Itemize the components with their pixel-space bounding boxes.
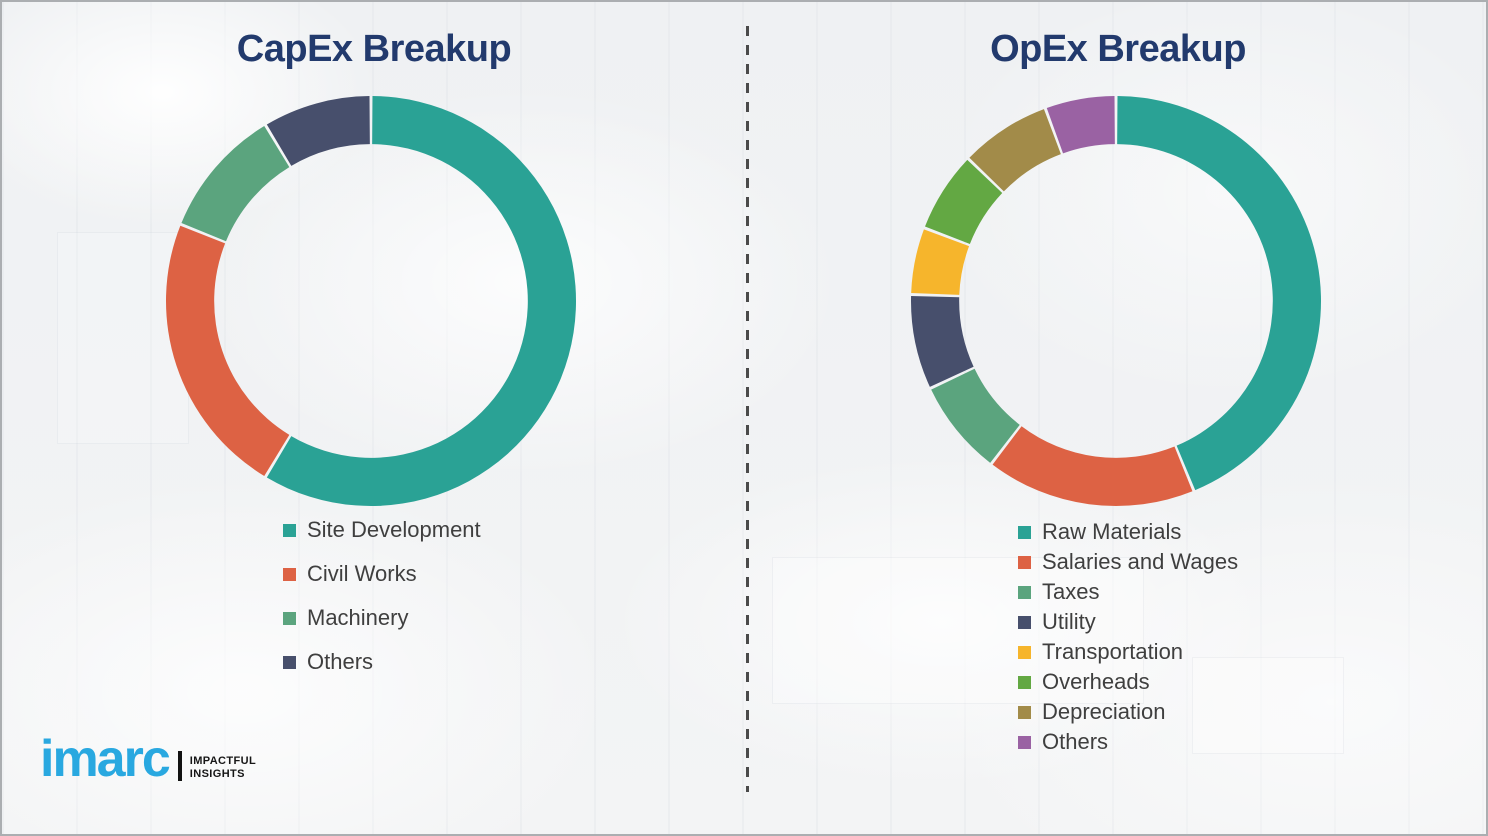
background-shape	[1192, 657, 1344, 754]
legend-label: Civil Works	[307, 561, 417, 586]
legend-swatch	[283, 611, 296, 625]
legend-label: Others	[1042, 729, 1109, 754]
imarc-logo: imarc IMPACTFUL INSIGHTS	[40, 730, 256, 788]
opex-legend-item-depreciation: Depreciation	[1018, 697, 1238, 727]
opex-legend-item-others: Others	[1018, 727, 1238, 757]
opex-chart-title: OpEx Breakup	[990, 28, 1246, 70]
capex-legend-item-civil-works: Civil Works	[283, 552, 481, 596]
legend-swatch	[1018, 585, 1031, 599]
opex-donut-slice-overheads	[925, 159, 1003, 245]
background-shape	[772, 557, 1144, 704]
opex-legend-item-raw-materials: Raw Materials	[1018, 517, 1238, 547]
legend-label: Transportation	[1042, 639, 1184, 664]
capex-donut-chart	[165, 96, 577, 507]
logo-tagline: IMPACTFUL INSIGHTS	[190, 755, 256, 784]
opex-legend-item-transportation: Transportation	[1018, 637, 1238, 667]
legend-swatch	[283, 567, 296, 581]
opex-legend-item-overheads: Overheads	[1018, 667, 1238, 697]
opex-donut-slice-taxes	[931, 368, 1020, 463]
legend-swatch	[1018, 735, 1031, 749]
opex-legend-item-taxes: Taxes	[1018, 577, 1238, 607]
opex-donut-slice-raw-materials	[1117, 96, 1321, 491]
legend-label: Machinery	[307, 605, 409, 630]
opex-legend-item-utility: Utility	[1018, 607, 1238, 637]
background-shape	[57, 232, 189, 444]
opex-donut-slice-transportation	[911, 229, 970, 295]
legend-label: Depreciation	[1042, 699, 1166, 724]
legend-swatch	[283, 655, 296, 669]
opex-donut-slice-utility	[911, 296, 974, 387]
legend-swatch	[283, 523, 296, 537]
logo-tagline-line2: INSIGHTS	[189, 767, 245, 780]
logo-tagline-line1: IMPACTFUL	[189, 754, 257, 767]
legend-swatch	[1018, 525, 1031, 539]
panel-divider-dashed-line	[746, 26, 749, 792]
capex-legend-item-others: Others	[283, 640, 481, 684]
capex-donut-slice-others	[266, 96, 370, 166]
legend-label: Utility	[1042, 609, 1096, 634]
legend-label: Others	[307, 649, 374, 674]
capex-legend: Site Development Civil Works Machinery O…	[283, 508, 481, 684]
capex-legend-item-machinery: Machinery	[283, 596, 481, 640]
legend-label: Overheads	[1042, 669, 1150, 694]
legend-swatch	[1018, 675, 1031, 689]
legend-swatch	[1018, 555, 1031, 569]
opex-legend-item-salaries-and-wages: Salaries and Wages	[1018, 547, 1238, 577]
logo-separator-bar	[177, 750, 182, 781]
legend-label: Raw Materials	[1042, 519, 1182, 544]
legend-label: Site Development	[307, 517, 481, 542]
imarc-wordmark: imarc	[40, 730, 171, 788]
capex-legend-item-site-development: Site Development	[283, 508, 481, 552]
opex-donut-slice-salaries-and-wages	[992, 426, 1193, 507]
capex-donut-slice-site-development	[266, 96, 577, 507]
opex-legend: Raw Materials Salaries and Wages Taxes U…	[1018, 517, 1238, 757]
legend-swatch	[1018, 645, 1031, 659]
opex-donut-slice-depreciation	[969, 109, 1061, 192]
legend-label: Taxes	[1042, 579, 1100, 604]
opex-donut-chart	[911, 96, 1321, 507]
capex-donut-slice-civil-works	[165, 225, 290, 477]
legend-swatch	[1018, 615, 1031, 629]
capex-donut-slice-machinery	[181, 125, 290, 242]
opex-donut-slice-others	[1046, 96, 1115, 154]
legend-label: Salaries and Wages	[1042, 549, 1239, 574]
legend-swatch	[1018, 705, 1031, 719]
capex-chart-title: CapEx Breakup	[236, 28, 512, 70]
